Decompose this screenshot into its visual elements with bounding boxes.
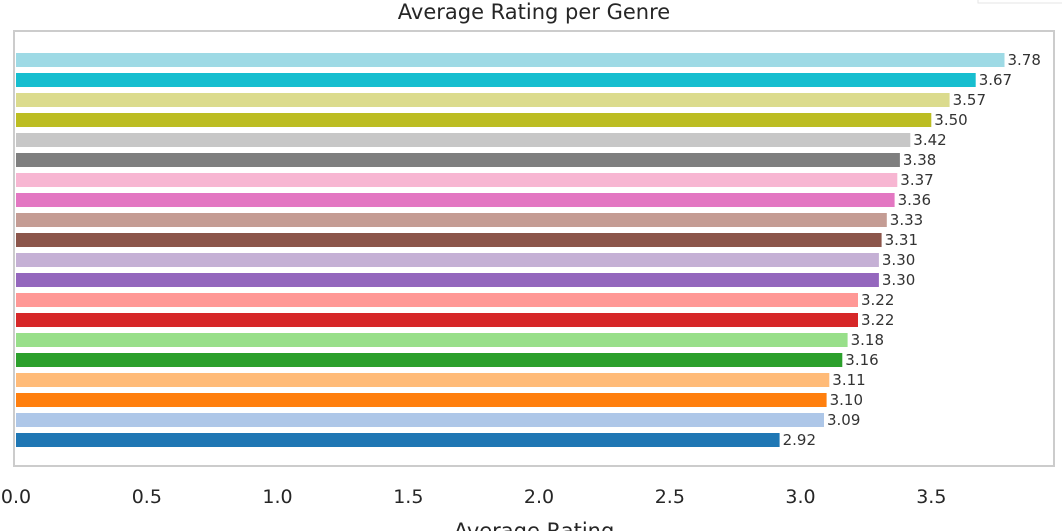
bar-20 — [16, 433, 780, 447]
bar-value-label: 3.33 — [890, 211, 923, 229]
bar-value-label: 3.10 — [830, 391, 863, 409]
bar-value-label: 2.92 — [783, 431, 816, 449]
bar-value-label: 3.30 — [882, 251, 915, 269]
x-tick-label: 0.5 — [132, 486, 162, 508]
x-tick-label: 1.5 — [393, 486, 423, 508]
bar-value-label: 3.50 — [934, 111, 967, 129]
bar-value-label: 3.22 — [861, 311, 894, 329]
bar-value-label: 3.37 — [900, 171, 933, 189]
bar-19 — [16, 413, 824, 427]
x-tick-label: 3.0 — [785, 486, 815, 508]
bar-12 — [16, 273, 879, 287]
bar-value-label: 3.09 — [827, 411, 860, 429]
x-tick-label: 1.0 — [262, 486, 292, 508]
bar-2 — [16, 73, 976, 87]
bar-4 — [16, 113, 932, 127]
bar-value-label: 3.11 — [832, 371, 865, 389]
bar-7 — [16, 173, 898, 187]
bar-value-label: 3.57 — [953, 91, 986, 109]
bar-5 — [16, 133, 911, 147]
bar-3 — [16, 93, 950, 107]
chart-title: Average Rating per Genre — [398, 0, 670, 24]
bar-18 — [16, 393, 827, 407]
bar-15 — [16, 333, 848, 347]
bar-1 — [16, 53, 1005, 67]
bar-value-label: 3.22 — [861, 291, 894, 309]
bar-value-label: 3.67 — [979, 71, 1012, 89]
bar-8 — [16, 193, 895, 207]
bar-9 — [16, 213, 887, 227]
bar-13 — [16, 293, 858, 307]
bar-value-label: 3.18 — [851, 331, 884, 349]
x-tick-label: 0.0 — [1, 486, 31, 508]
x-tick-label: 2.5 — [655, 486, 685, 508]
bar-value-label: 3.42 — [913, 131, 946, 149]
bar-14 — [16, 313, 858, 327]
bar-value-label: 3.36 — [898, 191, 931, 209]
bar-10 — [16, 233, 882, 247]
bar-value-labels: 3.78 3.67 3.57 3.50 3.42 3.38 3.37 3.36 3.33 3.31… — [783, 51, 1041, 449]
x-axis-ticks: 0.0 0.5 1.0 1.5 2.0 2.5 3.0 3.5 — [1, 486, 947, 508]
bar-value-label: 3.78 — [1008, 51, 1041, 69]
bar-value-label: 3.30 — [882, 271, 915, 289]
bar-11 — [16, 253, 879, 267]
bar-value-label: 3.16 — [845, 351, 878, 369]
x-axis-label: Average Rating — [454, 519, 615, 531]
bar-17 — [16, 373, 830, 387]
x-tick-label: 3.5 — [916, 486, 946, 508]
legend-box-stub — [977, 0, 1062, 4]
bar-16 — [16, 353, 843, 367]
bar-value-label: 3.38 — [903, 151, 936, 169]
bars-group — [16, 53, 1005, 447]
x-tick-label: 2.0 — [524, 486, 554, 508]
bar-6 — [16, 153, 900, 167]
bar-value-label: 3.31 — [885, 231, 918, 249]
